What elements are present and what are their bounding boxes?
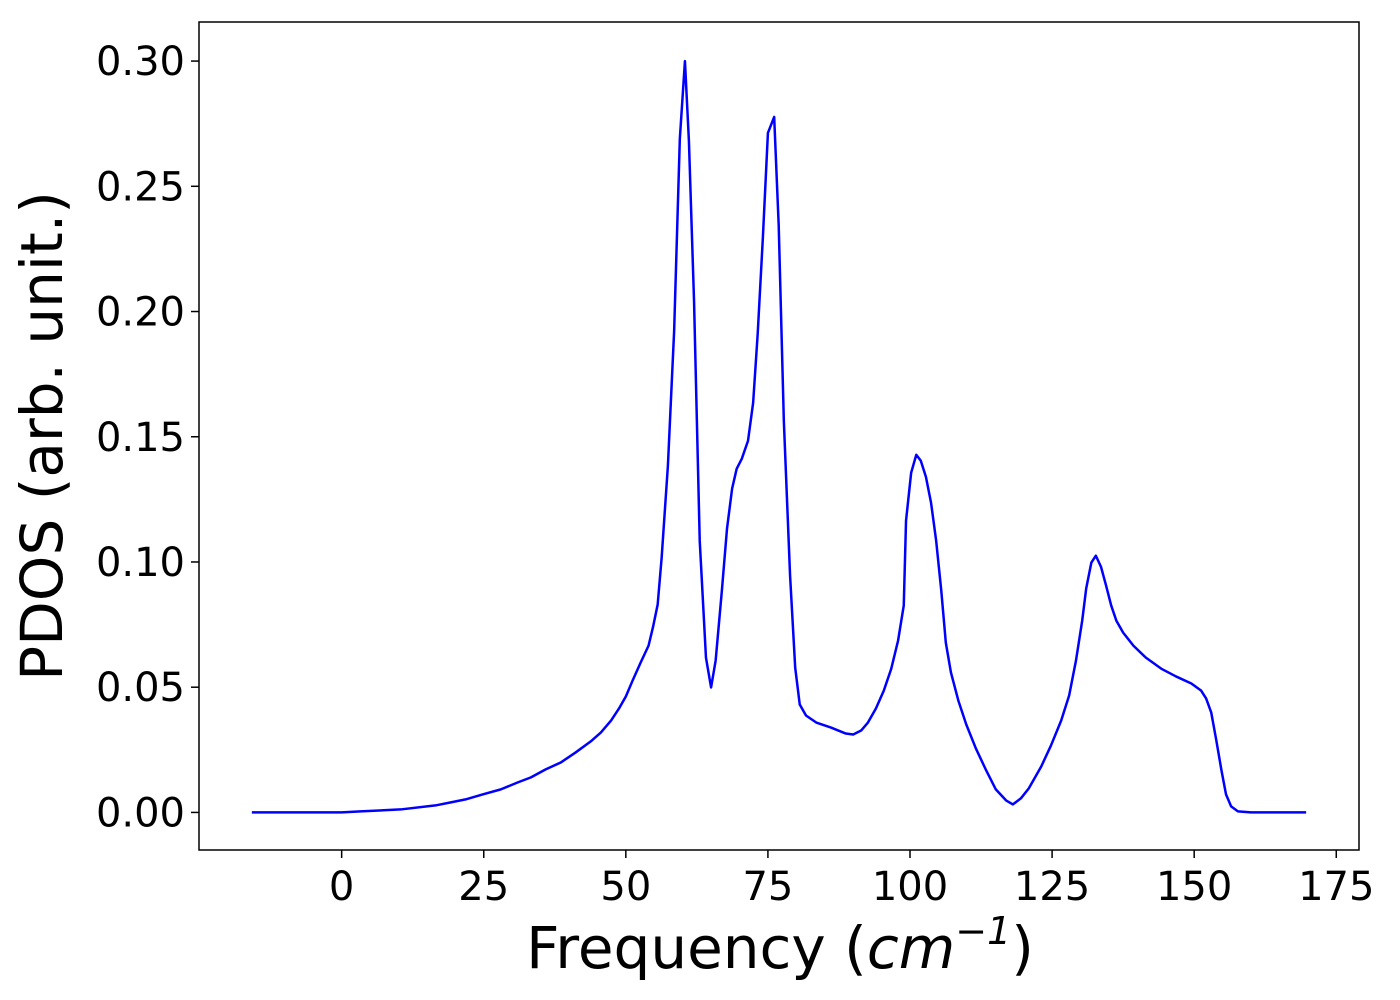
data-line xyxy=(251,59,1307,814)
x-label-part: ) xyxy=(1011,914,1034,982)
x-label-part: Frequency ( xyxy=(526,914,867,982)
x-label-part: cm xyxy=(867,914,955,982)
x-tick-label: 175 xyxy=(1298,864,1374,910)
y-tick-label: 0.15 xyxy=(96,415,185,461)
x-tick-label: 75 xyxy=(742,864,793,910)
x-tick-label: 25 xyxy=(458,864,509,910)
y-tick-label: 0.10 xyxy=(96,540,185,586)
y-tick-label: 0.00 xyxy=(96,790,185,836)
x-tick-label: 150 xyxy=(1156,864,1232,910)
x-tick-label: 0 xyxy=(329,864,354,910)
x-tick-label: 100 xyxy=(872,864,948,910)
x-tick-label: 50 xyxy=(600,864,651,910)
x-label-part: −1 xyxy=(955,909,1011,953)
plot-frame xyxy=(198,21,1360,851)
y-tick-label: 0.05 xyxy=(96,665,185,711)
x-axis-label: Frequency (cm−1) xyxy=(526,909,1034,982)
y-axis-label: PDOS (arb. unit.) xyxy=(8,191,76,681)
y-tick-label: 0.20 xyxy=(96,290,185,336)
y-tick-label: 0.25 xyxy=(96,164,185,210)
x-tick-label: 125 xyxy=(1014,864,1090,910)
y-tick-label: 0.30 xyxy=(96,39,185,85)
